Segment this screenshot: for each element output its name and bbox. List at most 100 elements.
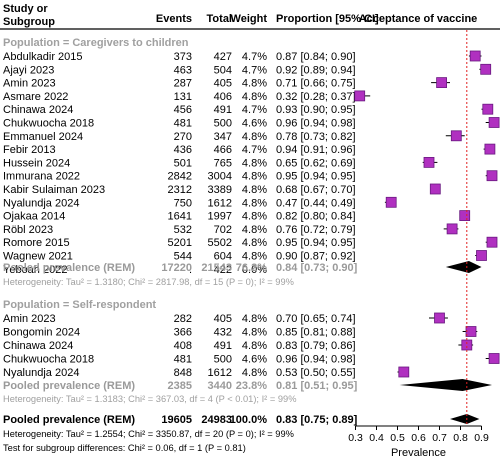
study-weight: 4.6% <box>242 354 267 366</box>
pooled-total-group2: 3440 <box>208 380 232 392</box>
study-total: 422 <box>214 264 232 276</box>
study-ci: 0.96 [0.94; 0.98] <box>276 354 356 366</box>
study-events: 287 <box>174 78 192 90</box>
study-box <box>429 183 441 195</box>
study-box <box>446 223 458 235</box>
pooled-ci-group2: 0.81 [0.51; 0.95] <box>276 380 358 392</box>
study-name: Chinawa 2024 <box>3 340 73 352</box>
study-ci: 0.93 [0.90; 0.95] <box>276 104 356 116</box>
study-total: 491 <box>214 104 232 116</box>
study-weight: 4.8% <box>242 367 267 379</box>
header-total: Total <box>207 13 232 25</box>
study-weight: 4.8% <box>242 224 267 236</box>
x-tick-label: 0.9 <box>474 432 489 444</box>
study-total: 3004 <box>208 171 232 183</box>
study-name: Immurana 2022 <box>3 171 80 183</box>
study-weight: 4.7% <box>242 104 267 116</box>
study-events: 2842 <box>168 171 192 183</box>
study-box <box>450 130 462 142</box>
study-box <box>385 196 397 208</box>
study-name: Chukwuocha 2018 <box>3 118 94 130</box>
study-box <box>486 170 498 182</box>
study-events: 270 <box>174 131 192 143</box>
study-ci: 0.70 [0.65; 0.74] <box>276 313 356 325</box>
pooled-weight-group1: 76.2% <box>236 262 267 274</box>
study-total: 405 <box>214 78 232 90</box>
study-events: 532 <box>174 224 192 236</box>
study-total: 405 <box>214 313 232 325</box>
overall-events: 19605 <box>161 414 192 426</box>
study-weight: 4.8% <box>242 251 267 263</box>
study-weight: 4.8% <box>242 197 267 209</box>
study-events: 1641 <box>168 211 192 223</box>
study-events: 848 <box>174 367 192 379</box>
study-ci: 0.82 [0.80; 0.84] <box>276 211 356 223</box>
study-weight: 4.8% <box>242 340 267 352</box>
study-ci: 0.94 [0.91; 0.96] <box>276 144 356 156</box>
study-total: 500 <box>214 354 232 366</box>
study-weight: 4.8% <box>242 171 267 183</box>
study-box <box>484 143 496 155</box>
study-name: Kabir Sulaiman 2023 <box>3 184 105 196</box>
study-total: 5502 <box>208 237 232 249</box>
study-name: Chukwuocha 2018 <box>3 354 94 366</box>
pooled-diamond-group1 <box>445 261 482 273</box>
study-total: 406 <box>214 91 232 103</box>
x-tick-label: 0.4 <box>369 432 384 444</box>
study-box <box>488 353 500 364</box>
heterogeneity-group2: Heterogeneity: Tau² = 1.3183; Chi² = 367… <box>3 394 296 404</box>
pooled-ci-group1: 0.84 [0.73; 0.90] <box>276 262 358 274</box>
study-total: 3389 <box>208 184 232 196</box>
study-events: 463 <box>174 64 192 76</box>
overall-diamond <box>450 414 480 424</box>
study-box <box>436 77 448 88</box>
study-name: Abdulkadir 2015 <box>3 51 83 63</box>
study-events: 481 <box>174 354 192 366</box>
study-events: . <box>189 264 192 276</box>
study-total: 702 <box>214 224 232 236</box>
study-ci: 0.78 [0.73; 0.82] <box>276 131 356 143</box>
study-total: 1612 <box>208 197 232 209</box>
group-label-self-respondent: Population = Self-respondent <box>3 299 156 311</box>
study-box <box>354 90 366 102</box>
study-total: 504 <box>214 64 232 76</box>
study-events: 456 <box>174 104 192 116</box>
study-ci: 0.87 [0.84; 0.90] <box>276 51 356 63</box>
study-events: 750 <box>174 197 192 209</box>
overall-total: 24983 <box>201 414 232 426</box>
header-study-line1: Study or <box>3 3 48 15</box>
study-total: 765 <box>214 157 232 169</box>
study-box <box>461 339 473 351</box>
study-name: Emmanuel 2024 <box>3 131 83 143</box>
study-events: 408 <box>174 340 192 352</box>
header-events: Events <box>156 13 192 25</box>
study-total: 500 <box>214 118 232 130</box>
study-total: 347 <box>214 131 232 143</box>
study-events: 5201 <box>168 237 192 249</box>
study-total: 432 <box>214 327 232 339</box>
overall-ci: 0.83 [0.75; 0.89] <box>276 414 358 426</box>
study-ci: 0.95 [0.94; 0.95] <box>276 237 356 249</box>
study-name: Amin 2023 <box>3 78 56 90</box>
study-ci: 0.47 [0.44; 0.49] <box>276 197 356 209</box>
study-events: 366 <box>174 327 192 339</box>
study-name: Ojakaa 2014 <box>3 211 65 223</box>
study-name: Yeboah 2022 <box>3 264 67 276</box>
x-tick-label: 0.7 <box>432 432 447 444</box>
study-box <box>465 326 477 337</box>
pooled-total-group1: 21543 <box>201 262 232 274</box>
study-name: Romore 2015 <box>3 237 70 249</box>
study-ci: 0.83 [0.79; 0.86] <box>276 340 356 352</box>
study-name: Chinawa 2024 <box>3 104 73 116</box>
pooled-events-group1: 17220 <box>161 262 192 274</box>
study-ci: 0.95 [0.94; 0.95] <box>276 171 356 183</box>
header-weight: Weight <box>231 13 268 25</box>
pooled-diamond-group2 <box>399 379 492 391</box>
study-ci: 0.65 [0.62; 0.69] <box>276 157 356 169</box>
x-axis-label: Prevalence <box>391 447 446 459</box>
study-events: 282 <box>174 313 192 325</box>
study-ci: 0.53 [0.50; 0.55] <box>276 367 356 379</box>
study-events: 131 <box>174 91 192 103</box>
study-total: 491 <box>214 340 232 352</box>
